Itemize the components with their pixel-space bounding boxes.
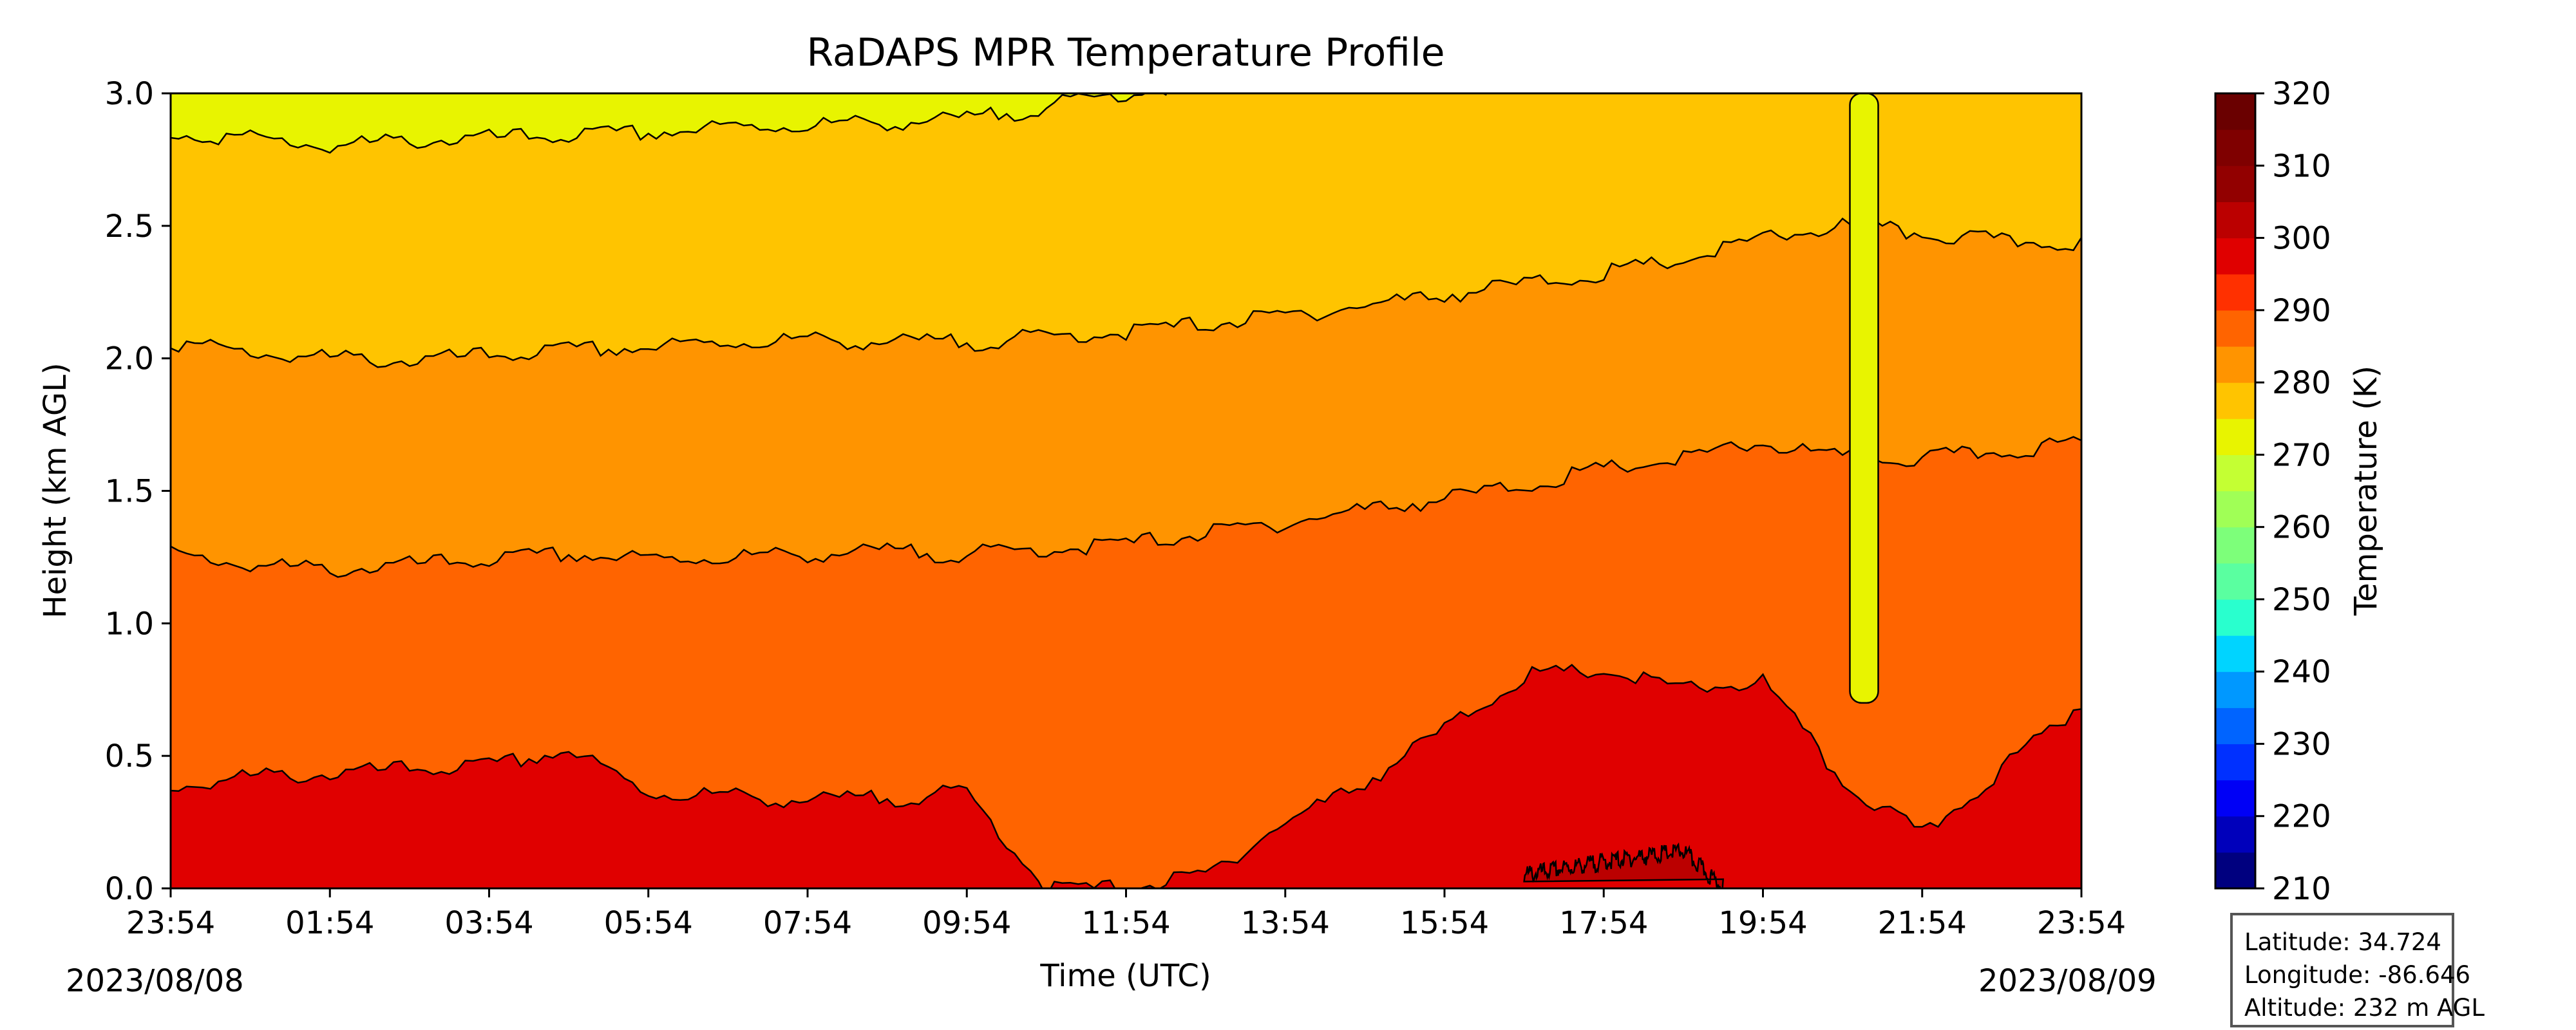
x-axis: 23:54 01:54 03:54 05:54 07:54 09:54 11:54 13:54…	[126, 888, 2126, 941]
colorbar-tick-label: 320	[2272, 76, 2331, 112]
colorbar-tick-label: 270	[2272, 437, 2331, 473]
colorbar-swatch	[2215, 238, 2255, 275]
colorbar-swatch	[2215, 93, 2255, 130]
x-tick-label: 07:54	[763, 905, 852, 941]
colorbar-tick-label: 290	[2272, 293, 2331, 329]
contour-line-290	[171, 664, 2081, 888]
colorbar-tick-label: 230	[2272, 726, 2331, 762]
y-tick-label: 0.5	[105, 738, 154, 774]
colorbar-tick-label: 210	[2272, 871, 2331, 907]
start-date-label: 2023/08/08	[66, 963, 244, 999]
colorbar-tick-label: 300	[2272, 221, 2331, 257]
colorbar-swatch	[2215, 201, 2255, 239]
x-tick-label: 23:54	[2037, 905, 2126, 941]
colorbar-swatch	[2215, 165, 2255, 203]
colorbar-tick-label: 220	[2272, 799, 2331, 835]
latitude-text: Latitude: 34.724	[2244, 928, 2441, 956]
colorbar-swatch	[2215, 744, 2255, 781]
station-info-box: Latitude: 34.724 Longitude: -86.646 Alti…	[2230, 913, 2485, 1027]
x-tick-label: 15:54	[1400, 905, 1489, 941]
colorbar-swatch	[2215, 671, 2255, 708]
altitude-text: Altitude: 232 m AGL	[2244, 994, 2485, 1022]
x-tick-label: 01:54	[285, 905, 374, 941]
temperature-band-275	[171, 93, 1167, 153]
temperature-band-295	[1523, 842, 1725, 888]
colorbar-swatch	[2215, 635, 2255, 672]
y-tick-label: 2.0	[105, 341, 154, 377]
x-tick-label: 11:54	[1081, 905, 1170, 941]
colorbar-tick-label: 310	[2272, 148, 2331, 184]
chart-title: RaDAPS MPR Temperature Profile	[806, 30, 1444, 75]
colorbar-swatch	[2215, 527, 2255, 564]
contour-line-280	[171, 217, 2081, 368]
colorbar-swatch	[2215, 310, 2255, 347]
colorbar-frame	[2214, 92, 2257, 890]
x-tick-label: 23:54	[126, 905, 215, 941]
x-tick-label: 09:54	[922, 905, 1011, 941]
colorbar-swatch	[2215, 852, 2255, 889]
x-tick-label: 21:54	[1878, 905, 1967, 941]
x-axis-label: Time (UTC)	[1039, 958, 1211, 994]
plot-area	[171, 93, 2081, 888]
colorbar-swatch	[2215, 599, 2255, 636]
colorbar-swatch	[2215, 563, 2255, 600]
colorbar-swatch	[2215, 780, 2255, 817]
colorbar-swatch	[2215, 418, 2255, 455]
x-tick-label: 05:54	[604, 905, 693, 941]
y-axis-label: Height (km AGL)	[37, 362, 73, 618]
end-date-label: 2023/08/09	[1978, 963, 2157, 999]
colorbar-swatch	[2215, 454, 2255, 492]
x-tick-label: 17:54	[1559, 905, 1648, 941]
contour-line-275	[171, 93, 1168, 154]
colorbar-swatch	[2215, 346, 2255, 383]
y-tick-label: 3.0	[105, 76, 154, 112]
y-axis: 0.0 0.5 1.0 1.5 2.0 2.5 3.0	[105, 76, 171, 907]
longitude-text: Longitude: -86.646	[2244, 961, 2471, 989]
colorbar-tick-label: 260	[2272, 510, 2331, 546]
y-tick-label: 1.0	[105, 606, 154, 642]
y-tick-label: 1.5	[105, 474, 154, 510]
colorbar-tick-label: 250	[2272, 582, 2331, 618]
colorbar-tick-label: 280	[2272, 365, 2331, 401]
cold-anomaly	[1849, 93, 1879, 704]
y-tick-label: 0.0	[105, 871, 154, 907]
colorbar-swatch	[2215, 707, 2255, 745]
x-tick-label: 13:54	[1241, 905, 1330, 941]
colorbar-tick-label: 240	[2272, 654, 2331, 690]
colorbar-label: Temperature (K)	[2348, 366, 2384, 616]
x-tick-label: 03:54	[444, 905, 533, 941]
colorbar-swatch	[2215, 491, 2255, 528]
colorbar-swatch	[2215, 382, 2255, 419]
contour-line-285	[171, 436, 2081, 578]
y-tick-label: 2.5	[105, 209, 154, 245]
colorbar-swatch	[2215, 129, 2255, 166]
x-tick-label: 19:54	[1718, 905, 1807, 941]
colorbar: 210 220 230 240 250 260 270 280 290 300 310 320	[2214, 76, 2331, 907]
colorbar-swatch	[2215, 274, 2255, 311]
temperature-band-280	[171, 93, 2081, 368]
colorbar-swatch	[2215, 816, 2255, 853]
